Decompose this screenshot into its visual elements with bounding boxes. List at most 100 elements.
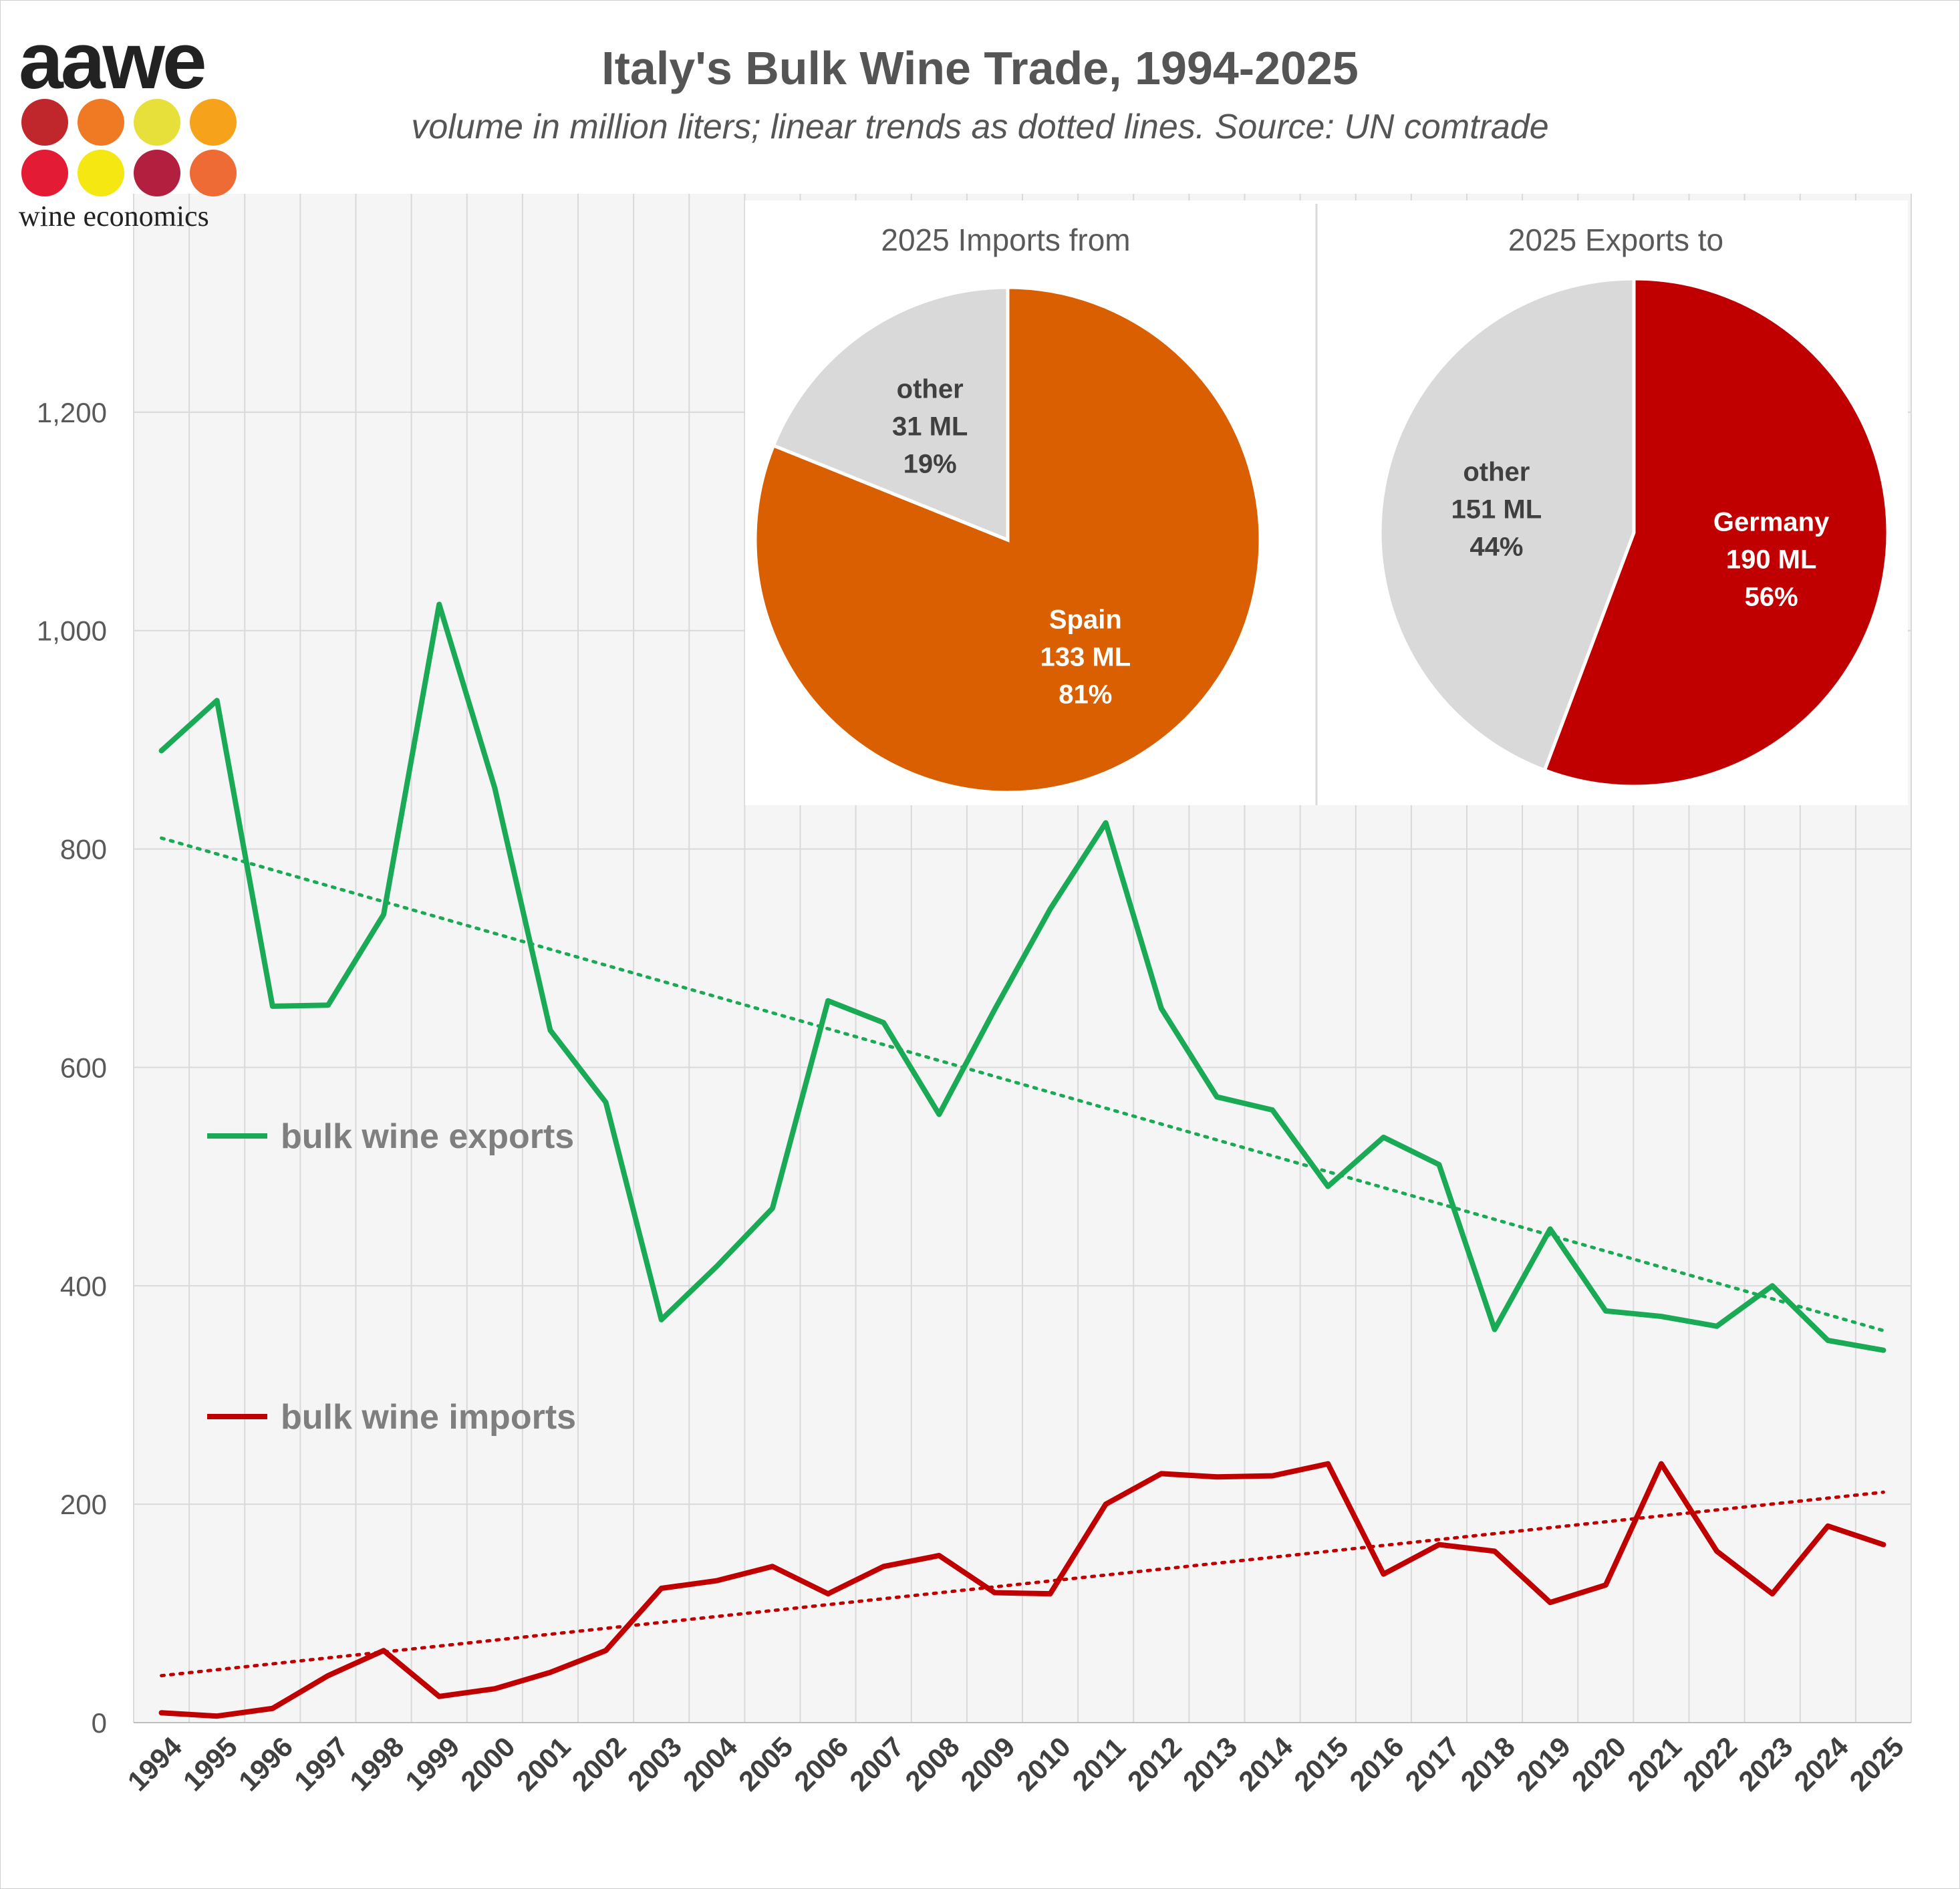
data-point	[493, 786, 497, 790]
data-point	[1381, 1572, 1386, 1576]
x-tick-label: 2000	[454, 1731, 521, 1797]
data-point	[937, 1553, 942, 1558]
data-point	[1826, 1523, 1830, 1528]
data-point	[270, 1706, 275, 1711]
y-tick-label: 200	[60, 1489, 107, 1520]
trend-line	[160, 836, 1885, 1332]
trend-line	[160, 1490, 1885, 1678]
data-point	[937, 1112, 942, 1117]
chart-title: Italy's Bulk Wine Trade, 1994-2025	[601, 42, 1359, 94]
x-tick-label: 1998	[343, 1731, 410, 1797]
data-point	[1881, 1348, 1886, 1352]
x-tick-label: 2003	[621, 1731, 688, 1797]
x-tick-label: 2008	[899, 1731, 965, 1797]
x-tick-label: 2011	[1067, 1731, 1132, 1797]
x-tick-label: 2025	[1844, 1731, 1910, 1797]
data-point	[1103, 1502, 1108, 1507]
legend: bulk wine exports bulk wine imports	[207, 1117, 576, 1437]
x-tick-label: 2021	[1621, 1731, 1687, 1797]
logo-tagline: wine economics	[19, 200, 209, 233]
data-point	[1659, 1314, 1663, 1319]
pie-label: 190 ML	[1726, 545, 1817, 574]
logo-dot	[21, 99, 68, 146]
data-point	[1326, 1461, 1331, 1466]
x-tick-label: 2007	[843, 1731, 909, 1797]
y-axis: 0 200 400 600 800 1,000 1,200	[37, 397, 107, 1739]
y-tick-label: 0	[92, 1707, 107, 1739]
data-point	[1214, 1475, 1219, 1479]
data-point	[714, 1578, 719, 1583]
y-tick-label: 1,000	[37, 615, 107, 647]
data-point	[1270, 1108, 1275, 1113]
pie-title: 2025 Exports to	[1508, 223, 1723, 257]
pie-label: other	[1463, 458, 1530, 487]
data-point	[382, 912, 386, 917]
data-point	[1437, 1542, 1441, 1547]
data-point	[1770, 1592, 1775, 1596]
data-point	[1159, 1006, 1163, 1011]
series-line	[158, 601, 1886, 1353]
pie-label: Spain	[1049, 605, 1122, 634]
data-point	[548, 1670, 553, 1675]
x-tick-label: 2005	[732, 1731, 799, 1797]
legend-label: bulk wine imports	[281, 1398, 576, 1437]
data-point	[603, 1648, 608, 1653]
logo-dot	[190, 99, 237, 146]
trend-lines	[160, 836, 1885, 1678]
data-point	[1770, 1284, 1775, 1288]
data-point	[1548, 1227, 1552, 1231]
data-point	[770, 1564, 775, 1569]
pie-label: 19%	[903, 450, 957, 479]
x-tick-label: 2019	[1510, 1731, 1576, 1797]
logo-dot	[134, 99, 180, 146]
data-point	[215, 698, 219, 703]
data-point	[1715, 1324, 1719, 1328]
data-point	[1715, 1549, 1719, 1554]
pie-title: 2025 Imports from	[881, 223, 1130, 257]
x-tick-label: 2006	[788, 1731, 854, 1797]
x-tick-label: 1999	[399, 1731, 465, 1797]
x-tick-label: 2018	[1455, 1731, 1521, 1797]
x-tick-label: 2012	[1121, 1731, 1187, 1797]
data-point	[881, 1564, 886, 1569]
pie-inset: 2025 Imports from Spain 133 ML 81% other 31 M…	[745, 200, 1908, 805]
data-point	[659, 1586, 664, 1590]
data-point	[1548, 1600, 1552, 1605]
x-tick-label: 2023	[1732, 1731, 1798, 1797]
data-point	[1159, 1471, 1163, 1476]
x-tick-label: 2009	[955, 1731, 1021, 1797]
data-point	[1881, 1542, 1886, 1547]
pie-label: 31 ML	[892, 412, 968, 442]
logo-dot	[78, 150, 124, 196]
x-tick-label: 2020	[1566, 1731, 1632, 1797]
pie-label: 81%	[1059, 680, 1112, 709]
data-point	[1659, 1461, 1663, 1466]
data-point	[325, 1673, 330, 1678]
data-point	[1048, 907, 1053, 911]
x-tick-label: 2016	[1343, 1731, 1409, 1797]
aawe-logo: aawe wine economics	[13, 16, 241, 234]
data-point	[437, 602, 442, 607]
data-point	[1326, 1184, 1331, 1189]
data-point	[1381, 1135, 1386, 1140]
x-tick-label: 1996	[233, 1731, 299, 1797]
data-point	[826, 998, 831, 1003]
data-point	[325, 1003, 330, 1008]
data-point	[1826, 1338, 1830, 1342]
series-line	[158, 1461, 1886, 1719]
x-tick-label: 1997	[288, 1731, 354, 1797]
pie-label: other	[897, 375, 964, 404]
chart-subtitle: volume in million liters; linear trends …	[411, 108, 1549, 146]
data-point	[382, 1648, 386, 1653]
pie-slice	[753, 285, 1262, 794]
data-point	[659, 1317, 664, 1322]
data-point	[603, 1100, 608, 1105]
data-point	[270, 1004, 275, 1008]
data-point	[215, 1714, 219, 1719]
y-tick-label: 800	[60, 834, 107, 865]
logo-dot	[21, 150, 68, 196]
y-tick-label: 600	[60, 1052, 107, 1083]
pie-label: 44%	[1469, 533, 1523, 562]
data-point	[826, 1592, 831, 1596]
legend-label: bulk wine exports	[281, 1117, 574, 1156]
